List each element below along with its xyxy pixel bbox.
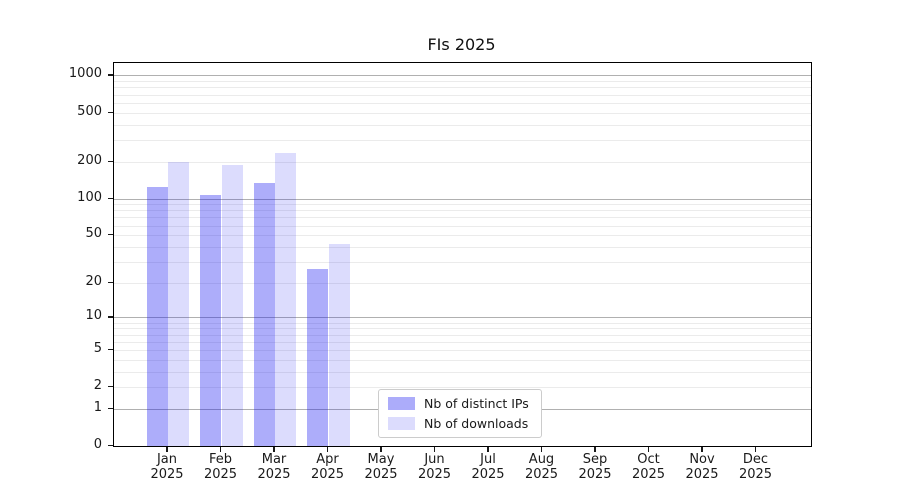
x-tick-label-jun: Jun 2025 xyxy=(417,452,452,482)
x-tick-mark xyxy=(487,447,489,452)
x-tick-mark xyxy=(433,447,436,452)
y-tick-label: 2 xyxy=(93,378,102,394)
x-tick-mark xyxy=(273,447,275,452)
y-tick-label: 1000 xyxy=(68,66,102,82)
x-tick-label-may: May 2025 xyxy=(364,452,398,482)
y-tick-mark xyxy=(108,160,113,162)
legend-swatch-downloads xyxy=(388,417,415,430)
y-gridline-minor xyxy=(114,334,811,336)
y-gridline-minor xyxy=(114,225,811,227)
y-gridline-minor xyxy=(114,102,811,104)
x-tick-label-aug: Aug 2025 xyxy=(524,452,559,482)
y-gridline-minor xyxy=(114,112,811,114)
bar-downloads-mar xyxy=(275,153,297,446)
bar-downloads-apr xyxy=(328,244,350,446)
y-gridline-minor xyxy=(114,371,811,373)
x-tick-mark xyxy=(326,447,329,452)
x-tick-label-jan: Jan 2025 xyxy=(150,452,184,482)
y-gridline-minor xyxy=(114,161,811,163)
y-tick-label: 10 xyxy=(85,308,102,324)
y-gridline-major xyxy=(114,75,811,77)
y-gridline-minor xyxy=(114,81,811,83)
y-tick-label: 200 xyxy=(77,152,102,168)
y-gridline-minor xyxy=(114,87,811,89)
bar-distinct-ips-apr xyxy=(307,269,329,446)
y-tick-mark xyxy=(108,234,113,236)
y-tick-label: 100 xyxy=(77,189,102,205)
y-tick-mark xyxy=(108,316,113,318)
x-tick-mark xyxy=(380,447,382,452)
y-tick-label: 50 xyxy=(85,226,102,242)
y-gridline-major xyxy=(114,198,811,200)
y-gridline-minor xyxy=(114,124,811,126)
x-tick-mark xyxy=(219,447,222,452)
y-tick-label: 5 xyxy=(93,340,102,356)
legend-row-distinct-ips: Nb of distinct IPs xyxy=(388,396,532,411)
y-gridline-minor xyxy=(114,139,811,141)
y-gridline-minor xyxy=(114,282,811,284)
legend-row-downloads: Nb of downloads xyxy=(388,416,532,431)
y-gridline-minor xyxy=(114,341,811,343)
y-tick-mark xyxy=(108,281,113,283)
y-gridline-minor xyxy=(114,359,811,361)
y-tick-label: 0 xyxy=(93,437,102,452)
x-tick-label-mar: Mar 2025 xyxy=(257,452,291,482)
y-gridline-minor xyxy=(114,387,811,389)
y-gridline-minor xyxy=(114,210,811,212)
y-tick-label: 1 xyxy=(93,399,102,415)
y-gridline-minor xyxy=(114,217,811,219)
x-tick-label-nov: Nov 2025 xyxy=(685,452,719,482)
y-tick-mark xyxy=(108,386,113,388)
y-tick-mark xyxy=(108,74,113,76)
y-gridline-minor xyxy=(114,235,811,237)
bar-distinct-ips-feb xyxy=(200,194,222,446)
y-gridline-major xyxy=(114,317,811,319)
y-tick-mark xyxy=(108,445,113,447)
x-tick-label-feb: Feb 2025 xyxy=(203,452,238,482)
x-tick-mark xyxy=(166,447,168,452)
y-gridline-minor xyxy=(114,246,811,248)
x-tick-mark xyxy=(701,447,703,452)
bar-distinct-ips-mar xyxy=(253,182,275,446)
x-tick-label-oct: Oct 2025 xyxy=(631,452,666,482)
y-gridline-minor xyxy=(114,94,811,96)
x-tick-mark xyxy=(594,447,596,452)
chart-title: FIs 2025 xyxy=(427,35,496,54)
y-tick-mark xyxy=(108,348,113,351)
y-gridline-minor xyxy=(114,322,811,324)
bar-downloads-jan xyxy=(168,162,190,446)
x-tick-mark xyxy=(540,447,543,452)
y-gridline-minor xyxy=(114,349,811,351)
legend: Nb of distinct IPs Nb of downloads xyxy=(378,389,542,438)
x-tick-mark xyxy=(647,447,650,452)
plot-area: Nb of distinct IPs Nb of downloads xyxy=(113,62,812,447)
y-tick-mark xyxy=(108,407,113,410)
x-tick-mark xyxy=(754,447,757,452)
y-gridline-minor xyxy=(114,204,811,206)
x-tick-label-dec: Dec 2025 xyxy=(738,452,773,482)
bar-downloads-feb xyxy=(221,164,243,446)
y-tick-label: 20 xyxy=(85,273,102,289)
legend-swatch-distinct-ips xyxy=(388,397,415,410)
x-tick-label-sep: Sep 2025 xyxy=(578,452,612,482)
y-tick-mark xyxy=(108,197,113,199)
legend-label-distinct-ips: Nb of distinct IPs xyxy=(424,396,529,411)
y-gridline-minor xyxy=(114,328,811,330)
y-tick-mark xyxy=(108,111,113,113)
x-tick-label-apr: Apr 2025 xyxy=(310,452,345,482)
legend-label-downloads: Nb of downloads xyxy=(424,416,529,431)
bar-distinct-ips-jan xyxy=(146,186,168,446)
y-gridline-minor xyxy=(114,261,811,263)
y-tick-label: 500 xyxy=(77,103,102,119)
x-tick-label-jul: Jul 2025 xyxy=(471,452,505,482)
